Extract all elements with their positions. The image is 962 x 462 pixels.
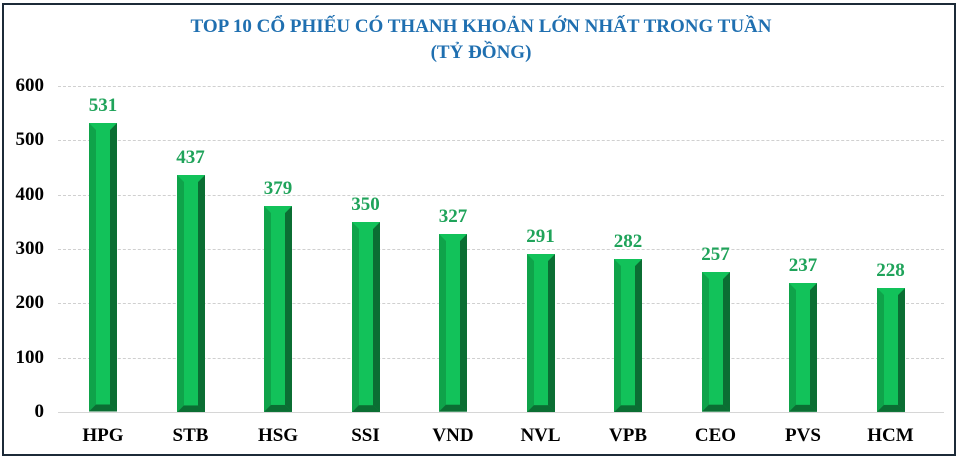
bar-hpg [89, 123, 117, 412]
x-tick-label: STB [172, 425, 209, 446]
bar-vnd [439, 234, 467, 412]
x-tick-label: VND [432, 425, 474, 446]
x-tick-label: HCM [867, 425, 914, 446]
data-label: 379 [263, 178, 293, 200]
gridline [58, 358, 944, 359]
bar-nvl [526, 253, 555, 412]
y-tick-label: 100 [15, 347, 45, 368]
data-label: 237 [788, 255, 818, 277]
bar-ceo [701, 272, 730, 412]
y-tick-label: 500 [15, 129, 45, 150]
data-label: 327 [438, 206, 468, 228]
x-tick-label: HSG [257, 425, 299, 446]
data-label: 257 [701, 244, 730, 266]
x-axis-line [58, 412, 944, 413]
data-label: 437 [176, 146, 205, 168]
gridline [58, 249, 944, 250]
chart-title: TOP 10 CỔ PHIẾU CÓ THANH KHOẢN LỚN NHẤT … [190, 16, 772, 37]
x-tick-label: NVL [520, 425, 561, 446]
bar-vpb [614, 258, 642, 412]
y-tick-label: 200 [15, 292, 45, 313]
gridline [58, 140, 944, 141]
bar-hsg [264, 206, 292, 412]
x-tick-label: PVS [785, 425, 821, 446]
x-tick-label: VPB [609, 425, 647, 446]
x-tick-label: HPG [82, 425, 124, 446]
data-label: 531 [88, 95, 118, 117]
data-label: 282 [613, 230, 643, 252]
gridline [58, 86, 944, 87]
bar-stb [176, 174, 205, 412]
data-label: 228 [876, 260, 905, 282]
x-tick-label: CEO [694, 425, 737, 446]
bar-ssi [351, 221, 380, 412]
x-tick-label: SSI [351, 425, 380, 446]
gridline [58, 195, 944, 196]
y-tick-label: 400 [15, 184, 45, 205]
data-label: 291 [526, 225, 555, 247]
chart-subtitle: (TỶ ĐỒNG) [430, 42, 532, 63]
data-label: 350 [351, 193, 380, 215]
bar-pvs [789, 283, 817, 412]
bar-hcm [876, 288, 905, 412]
y-tick-label: 0 [34, 401, 45, 422]
gridline [58, 303, 944, 304]
y-tick-label: 600 [15, 75, 45, 96]
y-tick-label: 300 [15, 238, 45, 259]
